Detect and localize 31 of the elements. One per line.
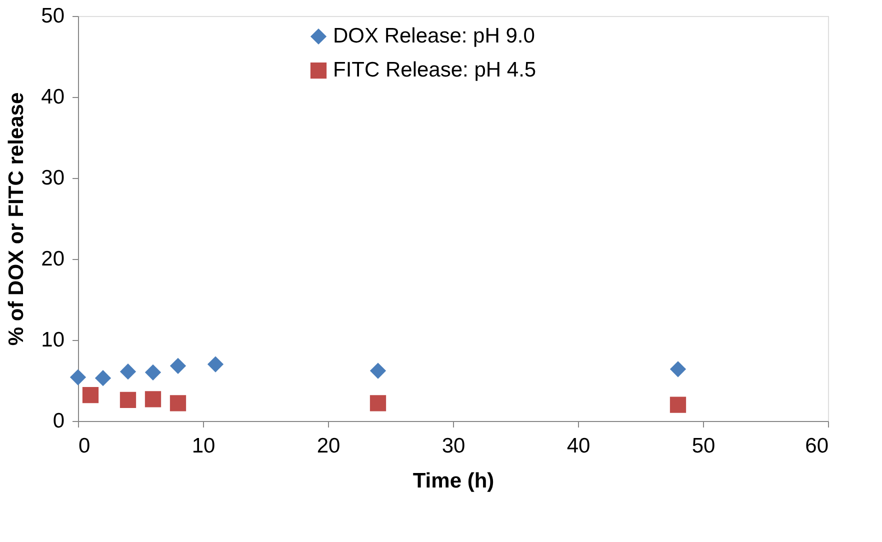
x-tick-label: 30 (442, 434, 466, 458)
point (82, 387, 99, 404)
y-tick-label: 30 (41, 166, 64, 190)
x-tick-label: 60 (805, 434, 828, 458)
point (207, 356, 224, 372)
x-tick-label: 10 (192, 434, 216, 458)
y-axis-title: % of DOX or FITC release (5, 92, 28, 346)
point (170, 395, 186, 412)
point (120, 364, 136, 380)
point (670, 361, 686, 378)
point (170, 358, 186, 374)
point (120, 392, 136, 408)
legend-label: DOX Release: pH 9.0 (333, 24, 535, 48)
y-tick-label: 20 (41, 248, 64, 270)
point (370, 395, 386, 412)
x-tick-label: 20 (316, 434, 340, 458)
point (370, 362, 386, 379)
point (94, 370, 112, 386)
x-tick-label: 0 (78, 434, 90, 458)
legend-label: FITC Release: pH 4.5 (333, 58, 536, 82)
y-tick-label: 50 (41, 4, 64, 28)
y-tick-label: 0 (52, 410, 64, 432)
point (144, 364, 162, 380)
y-tick-label: 40 (41, 86, 64, 108)
point (670, 396, 686, 413)
x-tick-label: 50 (692, 434, 716, 458)
x-tick-label: 40 (566, 434, 590, 458)
point (144, 391, 162, 408)
point (70, 369, 86, 386)
y-tick-label: 10 (41, 328, 64, 352)
x-axis-title: Time (h) (412, 470, 494, 492)
